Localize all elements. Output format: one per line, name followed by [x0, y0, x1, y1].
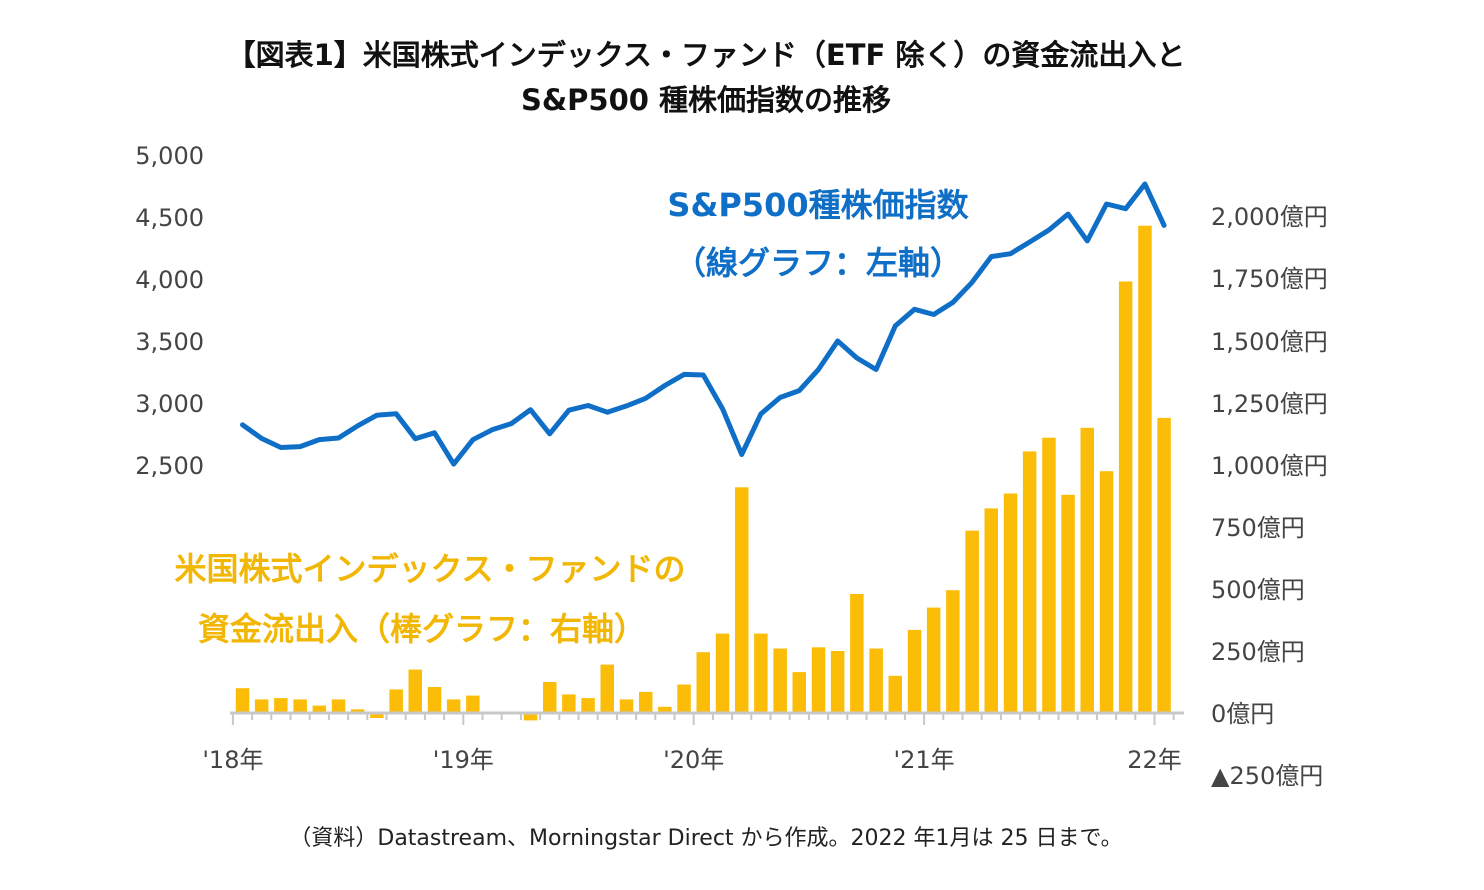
bar	[389, 689, 403, 713]
bar	[850, 594, 864, 713]
bar	[1061, 494, 1075, 713]
x-tick-label: '18年	[202, 746, 263, 774]
bar	[658, 706, 672, 713]
x-tick-label: '19年	[433, 746, 494, 774]
bar	[543, 682, 557, 713]
bar	[888, 675, 902, 713]
bar-annotation-line1: 米国株式インデックス・ファンドの	[174, 550, 685, 588]
bar	[773, 648, 787, 713]
left-tick-label: 4,500	[135, 204, 204, 232]
bar	[965, 530, 979, 713]
bar	[946, 590, 960, 713]
bar	[600, 664, 614, 713]
bar	[677, 684, 691, 713]
right-axis: 2,000億円 1,750億円 1,500億円 1,250億円 1,000億円 750億円…	[1211, 203, 1328, 790]
chart-title-line1: 【図表1】米国株式インデックス・ファンド（ETF 除く）の資金流出入と	[227, 38, 1186, 72]
bar-series	[235, 225, 1171, 721]
bar	[1099, 471, 1114, 713]
bar	[619, 699, 634, 713]
bar	[274, 698, 288, 713]
bar	[639, 691, 653, 713]
bar	[1157, 417, 1171, 713]
bar	[466, 695, 480, 713]
left-tick-label: 3,500	[135, 328, 204, 356]
bar	[331, 699, 346, 713]
bar-annotation-line2: 資金流出入（棒グラフ：右軸）	[198, 610, 646, 648]
right-tick-label: 750億円	[1211, 514, 1305, 542]
line-annotation-line2: （線グラフ：左軸）	[674, 244, 962, 282]
bar	[235, 688, 250, 713]
right-tick-label: 250億円	[1211, 638, 1305, 666]
bar	[446, 699, 461, 713]
right-tick-label: 1,500億円	[1211, 328, 1328, 356]
right-tick-label: 500億円	[1211, 576, 1305, 604]
left-tick-label: 5,000	[135, 142, 204, 170]
bar	[735, 487, 749, 713]
bar	[350, 709, 365, 713]
left-tick-label: 3,000	[135, 390, 204, 418]
left-tick-label: 2,500	[135, 452, 204, 480]
x-axis-minor-ticks	[231, 713, 1175, 725]
bar	[926, 607, 941, 713]
bar	[869, 648, 883, 713]
bar	[1138, 225, 1152, 713]
bar	[1022, 451, 1037, 713]
sp500-line	[240, 181, 1167, 467]
bar	[408, 669, 422, 713]
source-note: （資料）Datastream、Morningstar Direct から作成。2…	[289, 826, 1122, 851]
bar	[754, 633, 768, 713]
right-tick-label: 2,000億円	[1211, 203, 1328, 231]
x-tick-label: '21年	[894, 746, 955, 774]
right-tick-label: 1,750億円	[1211, 265, 1328, 293]
x-axis: '18年 '19年 '20年 '21年 22年	[202, 746, 1181, 774]
right-tick-label: ▲250億円	[1211, 762, 1323, 790]
bar	[696, 652, 710, 713]
bar	[427, 687, 442, 713]
bar	[984, 508, 998, 713]
right-tick-label: 1,250億円	[1211, 390, 1328, 418]
right-tick-label: 1,000億円	[1211, 452, 1328, 480]
bar	[907, 629, 922, 713]
line-annotation-line1: S&P500種株価指数	[667, 186, 969, 224]
bar	[312, 705, 327, 713]
chart-title-line2: S&P500 種株価指数の推移	[521, 83, 891, 117]
left-axis: 5,000 4,500 4,000 3,500 3,000 2,500	[135, 142, 204, 480]
bar	[523, 713, 538, 721]
bar	[1118, 281, 1133, 713]
bar	[562, 694, 576, 713]
right-tick-label: 0億円	[1211, 700, 1274, 728]
bar	[293, 699, 307, 713]
bar	[792, 672, 806, 713]
bar	[581, 698, 595, 713]
bar	[254, 699, 269, 713]
x-tick-label: 22年	[1127, 746, 1182, 774]
bar	[811, 647, 826, 713]
x-tick-label: '20年	[663, 746, 724, 774]
bar	[370, 713, 384, 718]
left-tick-label: 4,000	[135, 266, 204, 294]
bar	[1042, 437, 1056, 713]
bar	[830, 651, 845, 713]
bar	[1003, 493, 1018, 713]
bar	[1080, 427, 1094, 713]
bar	[715, 633, 730, 713]
